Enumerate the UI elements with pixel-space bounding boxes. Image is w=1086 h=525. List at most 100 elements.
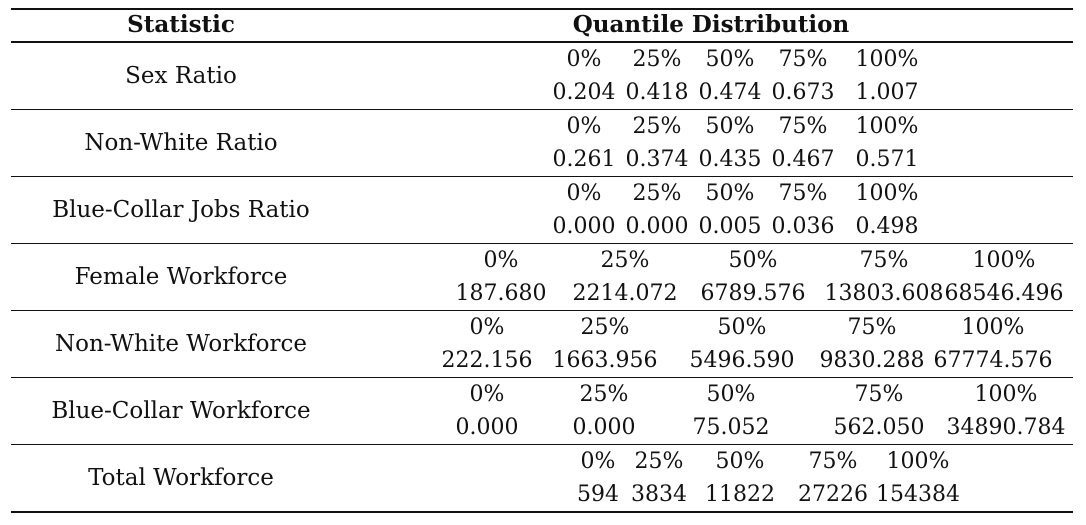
quantile-value-cell: 3834: [631, 482, 687, 507]
quantile-value-cell: 0.261: [552, 147, 616, 172]
quantile-values: 594 3834 11822 27226 154384: [11, 478, 1073, 511]
quantile-label-cell: 100%: [855, 114, 919, 139]
quantile-value-cell: 0.000: [625, 214, 689, 239]
quantile-label-cell: 50%: [717, 315, 767, 340]
quantile-values: 0.000 0.000 0.005 0.036 0.498: [11, 210, 1073, 243]
quantile-label-cell: 75%: [778, 181, 828, 206]
quantile-label-cell: 50%: [706, 382, 756, 407]
quantile-label-cell: 0%: [483, 248, 519, 273]
quantile-label-cell: 50%: [728, 248, 778, 273]
quantile-value-cell: 0.571: [855, 147, 919, 172]
quantile-labels: 0% 25% 50% 75% 100%: [11, 244, 1073, 277]
table-row: Sex Ratio 0% 25% 50% 75% 100% 0.204 0.418 0.474 0…: [11, 43, 1073, 110]
quantile-label-cell: 0%: [580, 449, 616, 474]
quantile-value-cell: 13803.608: [824, 281, 944, 306]
quantile-value-cell: 0.000: [572, 415, 636, 440]
row-divider: [11, 243, 1073, 244]
row-divider: [11, 310, 1073, 311]
quantile-value-cell: 0.036: [771, 214, 835, 239]
quantile-value-cell: 594: [577, 482, 619, 507]
quantile-value-cell: 0.673: [771, 80, 835, 105]
quantile-value-cell: 9830.288: [819, 348, 925, 373]
statistic-label: Sex Ratio: [125, 63, 237, 89]
quantile-value-cell: 0.374: [625, 147, 689, 172]
quantile-value-cell: 27226: [798, 482, 868, 507]
quantile-label-cell: 75%: [778, 47, 828, 72]
quantile-label-cell: 50%: [705, 114, 755, 139]
quantile-values: 222.156 1663.956 5496.590 9830.288 67774.576: [11, 344, 1073, 377]
quantile-value-cell: 154384: [876, 482, 960, 507]
quantile-label-cell: 0%: [469, 315, 505, 340]
table-row: Blue-Collar Jobs Ratio 0% 25% 50% 75% 100% 0.0…: [11, 177, 1073, 244]
quantile-value-cell: 0.467: [771, 147, 835, 172]
quantile-value-cell: 0.000: [455, 415, 519, 440]
quantile-label-cell: 0%: [469, 382, 505, 407]
quantile-label-cell: 0%: [566, 181, 602, 206]
quantile-value-cell: 34890.784: [946, 415, 1066, 440]
table-row: Total Workforce 0% 25% 50% 75% 100% 594 3834 118…: [11, 445, 1073, 512]
quantile-label-cell: 50%: [705, 181, 755, 206]
quantile-values: 187.680 2214.072 6789.576 13803.608 68546.49…: [11, 277, 1073, 310]
quantile-value-cell: 0.474: [698, 80, 762, 105]
quantile-values: 0.000 0.000 75.052 562.050 34890.784: [11, 411, 1073, 444]
quantile-labels: 0% 25% 50% 75% 100%: [11, 445, 1073, 478]
row-divider: [11, 444, 1073, 445]
quantile-labels: 0% 25% 50% 75% 100%: [11, 110, 1073, 143]
quantile-value-cell: 0.498: [855, 214, 919, 239]
quantile-label-cell: 75%: [808, 449, 858, 474]
quantile-value-cell: 2214.072: [572, 281, 678, 306]
quantile-value-cell: 0.435: [698, 147, 762, 172]
statistic-label: Total Workforce: [88, 465, 274, 491]
quantile-value-cell: 0.005: [698, 214, 762, 239]
quantile-value-cell: 0.000: [552, 214, 616, 239]
quantile-value-cell: 11822: [705, 482, 775, 507]
quantile-label-cell: 0%: [566, 114, 602, 139]
quantile-label-cell: 75%: [847, 315, 897, 340]
quantile-value-cell: 222.156: [441, 348, 533, 373]
statistic-label: Non-White Ratio: [84, 130, 278, 156]
quantile-label-cell: 100%: [855, 47, 919, 72]
quantile-value-cell: 68546.496: [944, 281, 1064, 306]
quantile-label-cell: 25%: [600, 248, 650, 273]
header-statistic: Statistic: [127, 11, 235, 38]
quantile-value-cell: 562.050: [833, 415, 925, 440]
quantile-label-cell: 75%: [854, 382, 904, 407]
quantile-label-cell: 25%: [634, 449, 684, 474]
quantile-label-cell: 25%: [632, 181, 682, 206]
quantile-labels: 0% 25% 50% 75% 100%: [11, 311, 1073, 344]
quantile-label-cell: 100%: [974, 382, 1038, 407]
table-row: Blue-Collar Workforce 0% 25% 50% 75% 100% 0.00…: [11, 378, 1073, 445]
quantile-value-cell: 0.418: [625, 80, 689, 105]
top-rule: [11, 8, 1073, 10]
quantile-label-cell: 25%: [632, 114, 682, 139]
quantile-values: 0.261 0.374 0.435 0.467 0.571: [11, 143, 1073, 176]
quantile-value-cell: 0.204: [552, 80, 616, 105]
quantile-value-cell: 67774.576: [933, 348, 1053, 373]
quantile-label-cell: 100%: [972, 248, 1036, 273]
quantile-value-cell: 187.680: [455, 281, 547, 306]
statistic-label: Female Workforce: [74, 264, 288, 290]
bottom-rule: [11, 511, 1073, 513]
row-divider: [11, 176, 1073, 177]
row-divider: [11, 109, 1073, 110]
table-row: Non-White Workforce 0% 25% 50% 75% 100% 222.15…: [11, 311, 1073, 378]
quantile-label-cell: 25%: [632, 47, 682, 72]
header-rule: [11, 41, 1073, 43]
quantile-value-cell: 75.052: [692, 415, 770, 440]
quantile-labels: 0% 25% 50% 75% 100%: [11, 378, 1073, 411]
quantile-labels: 0% 25% 50% 75% 100%: [11, 43, 1073, 76]
quantile-label-cell: 25%: [579, 382, 629, 407]
row-divider: [11, 377, 1073, 378]
table-row: Non-White Ratio 0% 25% 50% 75% 100% 0.261 0.374…: [11, 110, 1073, 177]
statistic-label: Blue-Collar Jobs Ratio: [52, 197, 310, 223]
header-quantile-distribution: Quantile Distribution: [572, 11, 850, 38]
quantile-label-cell: 50%: [705, 47, 755, 72]
quantile-value-cell: 1663.956: [552, 348, 658, 373]
quantile-label-cell: 0%: [566, 47, 602, 72]
quantile-value-cell: 6789.576: [700, 281, 806, 306]
statistic-label: Blue-Collar Workforce: [51, 398, 311, 424]
quantile-value-cell: 5496.590: [689, 348, 795, 373]
quantile-label-cell: 75%: [859, 248, 909, 273]
quantile-labels: 0% 25% 50% 75% 100%: [11, 177, 1073, 210]
quantile-label-cell: 100%: [961, 315, 1025, 340]
